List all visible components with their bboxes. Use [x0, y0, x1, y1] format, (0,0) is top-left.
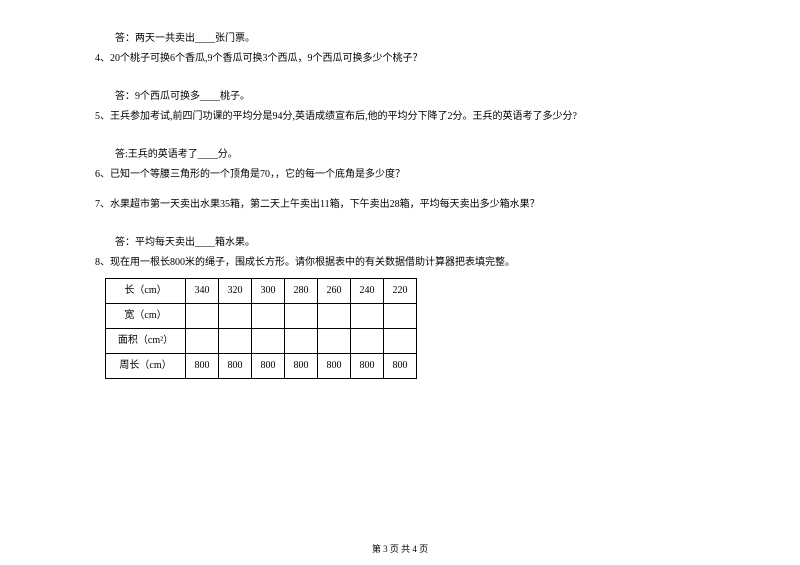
table-cell: [186, 304, 219, 329]
table-cell: [318, 304, 351, 329]
table-cell: [318, 329, 351, 354]
table-cell: [252, 304, 285, 329]
q4-text: 4、20个桃子可换6个香瓜,9个香瓜可换3个西瓜，9个西瓜可换多少个桃子？: [95, 50, 705, 68]
table-cell: 800: [384, 354, 417, 379]
table-cell: 220: [384, 279, 417, 304]
table-cell: [351, 329, 384, 354]
table-cell: 800: [186, 354, 219, 379]
table-row: 宽（cm）: [106, 304, 417, 329]
table-cell: [285, 329, 318, 354]
table-cell: 300: [252, 279, 285, 304]
q3-answer: 答：两天一共卖出____张门票。: [95, 30, 705, 48]
table-cell: [219, 329, 252, 354]
q5-text: 5、王兵参加考试,前四门功课的平均分是94分,英语成绩宣布后,他的平均分下降了2…: [95, 108, 705, 126]
q7-text: 7、水果超市第一天卖出水果35箱，第二天上午卖出11箱，下午卖出28箱，平均每天…: [95, 196, 705, 214]
table-row: 周长（cm） 800 800 800 800 800 800 800: [106, 354, 417, 379]
q7-answer: 答：平均每天卖出____箱水果。: [95, 234, 705, 252]
table-cell: 800: [351, 354, 384, 379]
table-cell: 800: [252, 354, 285, 379]
table-cell: [219, 304, 252, 329]
page-footer: 第 3 页 共 4 页: [0, 542, 800, 555]
table-row: 长（cm） 340 320 300 280 260 240 220: [106, 279, 417, 304]
row-label: 周长（cm）: [106, 354, 186, 379]
table-cell: [384, 304, 417, 329]
table-cell: 340: [186, 279, 219, 304]
row-label: 宽（cm）: [106, 304, 186, 329]
table-cell: [186, 329, 219, 354]
q5-answer: 答:王兵的英语考了____分。: [95, 146, 705, 164]
row-label: 面积（cm²）: [106, 329, 186, 354]
table-cell: [252, 329, 285, 354]
table-cell: 240: [351, 279, 384, 304]
table-cell: 260: [318, 279, 351, 304]
q6-text: 6、已知一个等腰三角形的一个顶角是70，，它的每一个底角是多少度？: [95, 166, 705, 184]
table-cell: 280: [285, 279, 318, 304]
table-cell: 320: [219, 279, 252, 304]
table-cell: [384, 329, 417, 354]
table-cell: [285, 304, 318, 329]
table-cell: 800: [318, 354, 351, 379]
row-label: 长（cm）: [106, 279, 186, 304]
table-cell: 800: [219, 354, 252, 379]
table-row: 面积（cm²）: [106, 329, 417, 354]
q4-answer: 答：9个西瓜可换多____桃子。: [95, 88, 705, 106]
q8-text: 8、现在用一根长800米的绳子，围成长方形。请你根据表中的有关数据借助计算器把表…: [95, 254, 705, 272]
data-table: 长（cm） 340 320 300 280 260 240 220 宽（cm） …: [105, 278, 417, 379]
table-cell: [351, 304, 384, 329]
table-cell: 800: [285, 354, 318, 379]
